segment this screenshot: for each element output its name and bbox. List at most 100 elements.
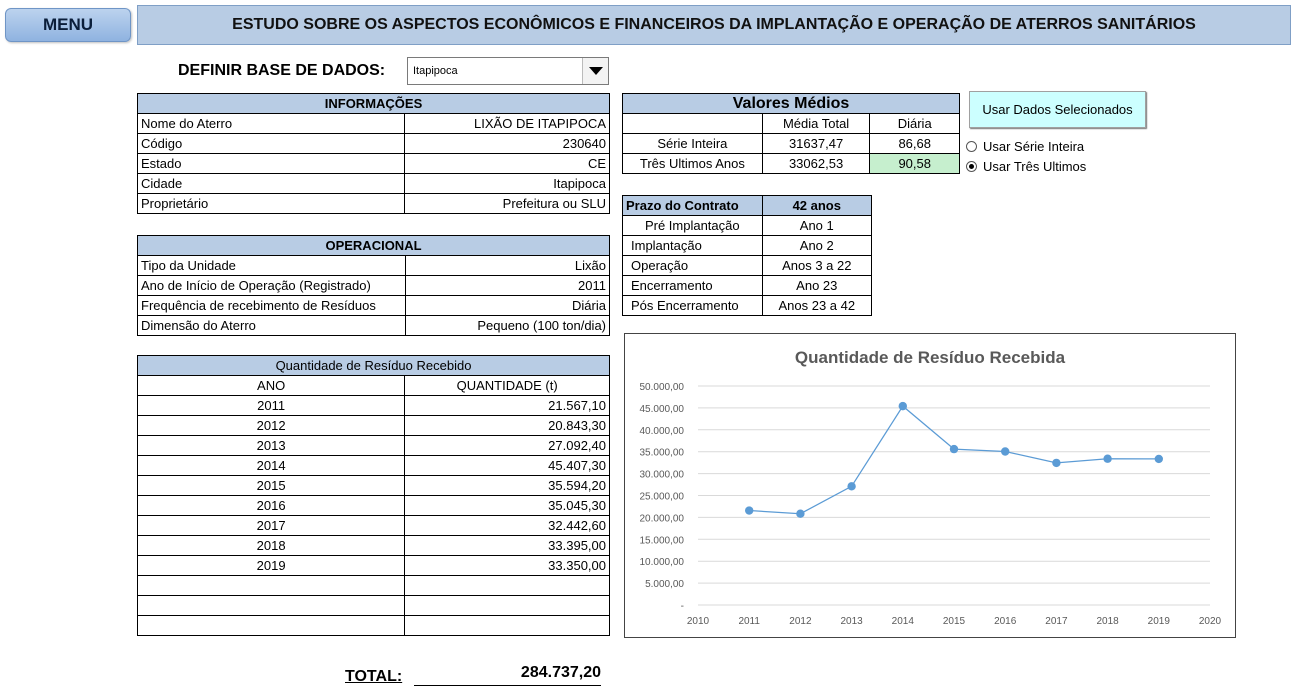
- table-row: [136, 575, 610, 596]
- chart-data-point[interactable]: [1001, 447, 1010, 456]
- residue-qty: 32.442,60: [404, 515, 610, 536]
- total-underline: [414, 685, 601, 686]
- table-row: Estado CE: [136, 153, 610, 174]
- table-row: Cidade Itapipoca: [136, 173, 610, 194]
- table-row: Nome do Aterro LIXÃO DE ITAPIPOCA: [136, 113, 610, 134]
- contract-period: Ano 2: [761, 235, 873, 256]
- table-row: Dimensão do Aterro Pequeno (100 ton/dia): [137, 315, 611, 336]
- info-label: Cidade: [136, 173, 406, 194]
- residue-qty: 27.092,40: [404, 435, 610, 456]
- chart-x-tick-label: 2010: [687, 616, 710, 627]
- averages-daily-highlight: 90,58: [869, 153, 960, 174]
- chart-y-tick-label: 30.000,00: [640, 470, 685, 481]
- table-row: Encerramento Ano 23: [622, 275, 873, 296]
- averages-title: Valores Médios: [622, 93, 960, 114]
- chart-series: [745, 401, 1163, 518]
- table-row: Operação Anos 3 a 22: [622, 255, 873, 276]
- option-label: Usar Série Inteira: [983, 139, 1085, 154]
- option-label: Usar Três Ultimos: [983, 159, 1087, 174]
- info-value: Prefeitura ou SLU: [404, 193, 610, 214]
- residue-col-year: ANO: [136, 375, 406, 396]
- table-row: Pós Encerramento Anos 23 a 42: [622, 295, 873, 316]
- contract-phase: Pós Encerramento: [622, 295, 763, 316]
- operational-label: Dimensão do Aterro: [137, 315, 406, 336]
- info-value: CE: [404, 153, 610, 174]
- residue-year: 2019: [136, 555, 406, 576]
- residue-header: Quantidade de Resíduo Recebido: [137, 355, 610, 376]
- chart-x-tick-label: 2017: [1045, 616, 1068, 627]
- contract-label: Prazo do Contrato: [622, 195, 763, 216]
- chart-gridlines: [698, 385, 1210, 606]
- residue-qty: [404, 575, 610, 596]
- chart-data-point[interactable]: [745, 506, 754, 515]
- chart-data-point[interactable]: [1052, 458, 1061, 468]
- option-full-series[interactable]: Usar Série Inteira: [966, 139, 1084, 154]
- operational-label: Frequência de recebimento de Resíduos: [137, 295, 406, 316]
- table-row: 2013 27.092,40: [136, 435, 610, 456]
- residue-qty: 45.407,30: [404, 455, 610, 476]
- residue-table: Quantidade de Resíduo Recebido ANO QUANTI…: [136, 355, 610, 636]
- total-value: 284.737,20: [520, 664, 601, 681]
- residue-year: [136, 615, 406, 636]
- chart-x-tick-label: 2012: [789, 616, 812, 627]
- chart-x-tick-label: 2011: [738, 616, 760, 627]
- residue-chart[interactable]: Quantidade de Resíduo Recebida - 5.000,00…: [624, 333, 1236, 638]
- operational-table: OPERACIONAL Tipo da Unidade Lixão Ano de …: [137, 235, 611, 336]
- averages-corner: [622, 113, 763, 134]
- chart-x-ticks: 2010 2011 2012 2013 2014 2015 2016 2017 2018 2019…: [687, 616, 1222, 627]
- info-label: Código: [136, 133, 406, 154]
- residue-year: [136, 595, 406, 616]
- averages-col-daily: Diária: [869, 113, 960, 134]
- residue-qty: 35.045,30: [404, 495, 610, 516]
- operational-label: Ano de Início de Operação (Registrado): [137, 275, 406, 296]
- chart-title: Quantidade de Resíduo Recebida: [795, 348, 1066, 367]
- use-selected-data-button[interactable]: Usar Dados Selecionados: [969, 91, 1146, 128]
- contract-phase: Encerramento: [622, 275, 763, 296]
- page-title: ESTUDO SOBRE OS ASPECTOS ECONÔMICOS E FI…: [137, 5, 1291, 45]
- averages-col-total: Média Total: [761, 113, 871, 134]
- residue-year: 2012: [136, 415, 406, 436]
- residue-qty: [404, 615, 610, 636]
- chart-x-tick-label: 2016: [994, 616, 1017, 627]
- table-row: Pré Implantação Ano 1: [622, 215, 873, 236]
- table-row: Três Ultimos Anos 33062,53 90,58: [622, 153, 960, 174]
- chart-data-point[interactable]: [1103, 454, 1112, 463]
- chart-data-point[interactable]: [1154, 454, 1163, 464]
- residue-year: 2018: [136, 535, 406, 556]
- radio-unchecked-icon[interactable]: [966, 141, 977, 152]
- residue-qty: [404, 595, 610, 616]
- chart-data-point[interactable]: [796, 509, 805, 518]
- info-label: Proprietário: [136, 193, 406, 214]
- chart-y-tick-label: -: [681, 601, 684, 612]
- residue-year: 2017: [136, 515, 406, 536]
- chart-x-tick-label: 2020: [1199, 616, 1222, 627]
- operational-header: OPERACIONAL: [137, 235, 610, 256]
- averages-daily: 86,68: [869, 133, 960, 154]
- operational-value: Lixão: [404, 255, 611, 276]
- table-row: Série Inteira 31637,47 86,68: [622, 133, 960, 154]
- table-row: 2017 32.442,60: [136, 515, 610, 536]
- residue-year: 2014: [136, 455, 406, 476]
- menu-button[interactable]: MENU: [5, 8, 131, 42]
- chart-y-tick-label: 10.000,00: [640, 557, 685, 568]
- table-row: 2016 35.045,30: [136, 495, 610, 516]
- database-selected-value: Itapipoca: [413, 65, 458, 77]
- option-last-three[interactable]: Usar Três Ultimos: [966, 159, 1086, 174]
- chart-data-point[interactable]: [847, 482, 856, 491]
- dropdown-arrow-icon[interactable]: [582, 58, 608, 84]
- contract-period: Ano 23: [761, 275, 873, 296]
- chart-data-point[interactable]: [898, 401, 907, 411]
- residue-year: 2011: [136, 395, 406, 416]
- chart-series-line: [749, 405, 1159, 515]
- radio-checked-icon[interactable]: [966, 161, 977, 172]
- chart-data-point[interactable]: [949, 444, 959, 454]
- chart-y-tick-label: 50.000,00: [640, 382, 685, 393]
- contract-value: 42 anos: [761, 195, 873, 216]
- info-label: Nome do Aterro: [136, 113, 406, 134]
- averages-label: Série Inteira: [622, 133, 763, 154]
- table-row: 2015 35.594,20: [136, 475, 610, 496]
- residue-year: 2016: [136, 495, 406, 516]
- operational-value: 2011: [404, 275, 611, 296]
- info-label: Estado: [136, 153, 406, 174]
- database-select[interactable]: Itapipoca: [407, 57, 609, 85]
